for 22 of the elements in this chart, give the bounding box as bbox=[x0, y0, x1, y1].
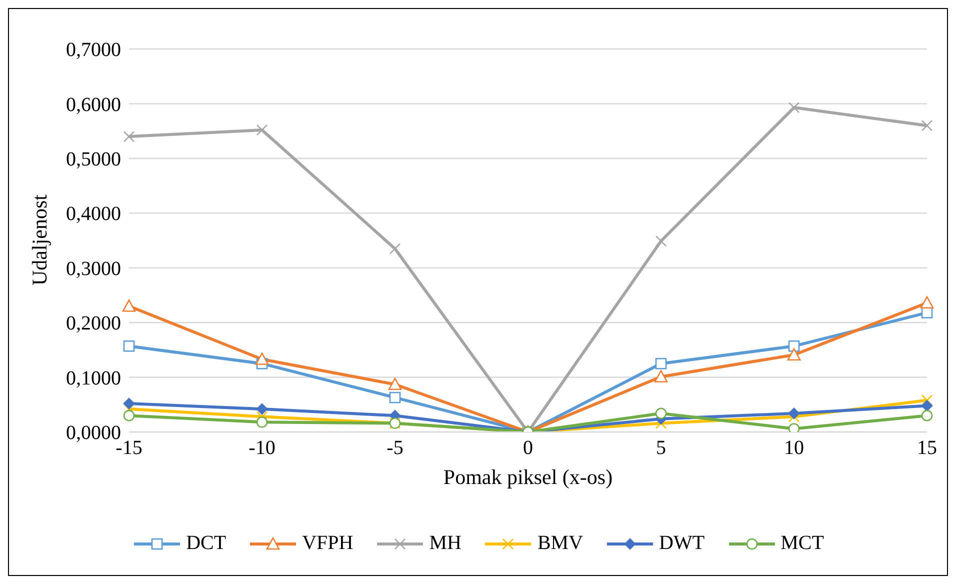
x-tick-label: 5 bbox=[656, 437, 666, 460]
x-axis-title: Pomak piksel (x-os) bbox=[443, 465, 613, 489]
y-tick-label: 0,6000 bbox=[66, 94, 121, 116]
x-tick-label: -10 bbox=[248, 437, 276, 460]
y-tick-label: 0,3000 bbox=[66, 258, 121, 280]
legend-label: MCT bbox=[780, 532, 824, 555]
legend-label: MH bbox=[429, 532, 462, 555]
legend-label: DWT bbox=[659, 532, 705, 555]
y-axis-title: Udaljenost bbox=[27, 194, 52, 286]
legend-label: BMV bbox=[537, 532, 584, 555]
y-tick-label: 0,1000 bbox=[66, 367, 121, 390]
y-tick-label: 0,2000 bbox=[66, 312, 121, 335]
x-tick-label: 15 bbox=[917, 437, 937, 460]
y-tick-label: 0,5000 bbox=[66, 148, 121, 171]
x-tick-label: -5 bbox=[386, 437, 404, 460]
legend-label: DCT bbox=[186, 532, 226, 555]
x-tick-label: 10 bbox=[784, 437, 804, 460]
y-tick-label: 0,4000 bbox=[66, 203, 121, 226]
y-tick-label: 0,7000 bbox=[66, 39, 121, 62]
y-tick-label: 0,0000 bbox=[66, 422, 121, 444]
x-tick-label: 0 bbox=[523, 437, 533, 460]
legend-label: VFPH bbox=[302, 532, 354, 555]
